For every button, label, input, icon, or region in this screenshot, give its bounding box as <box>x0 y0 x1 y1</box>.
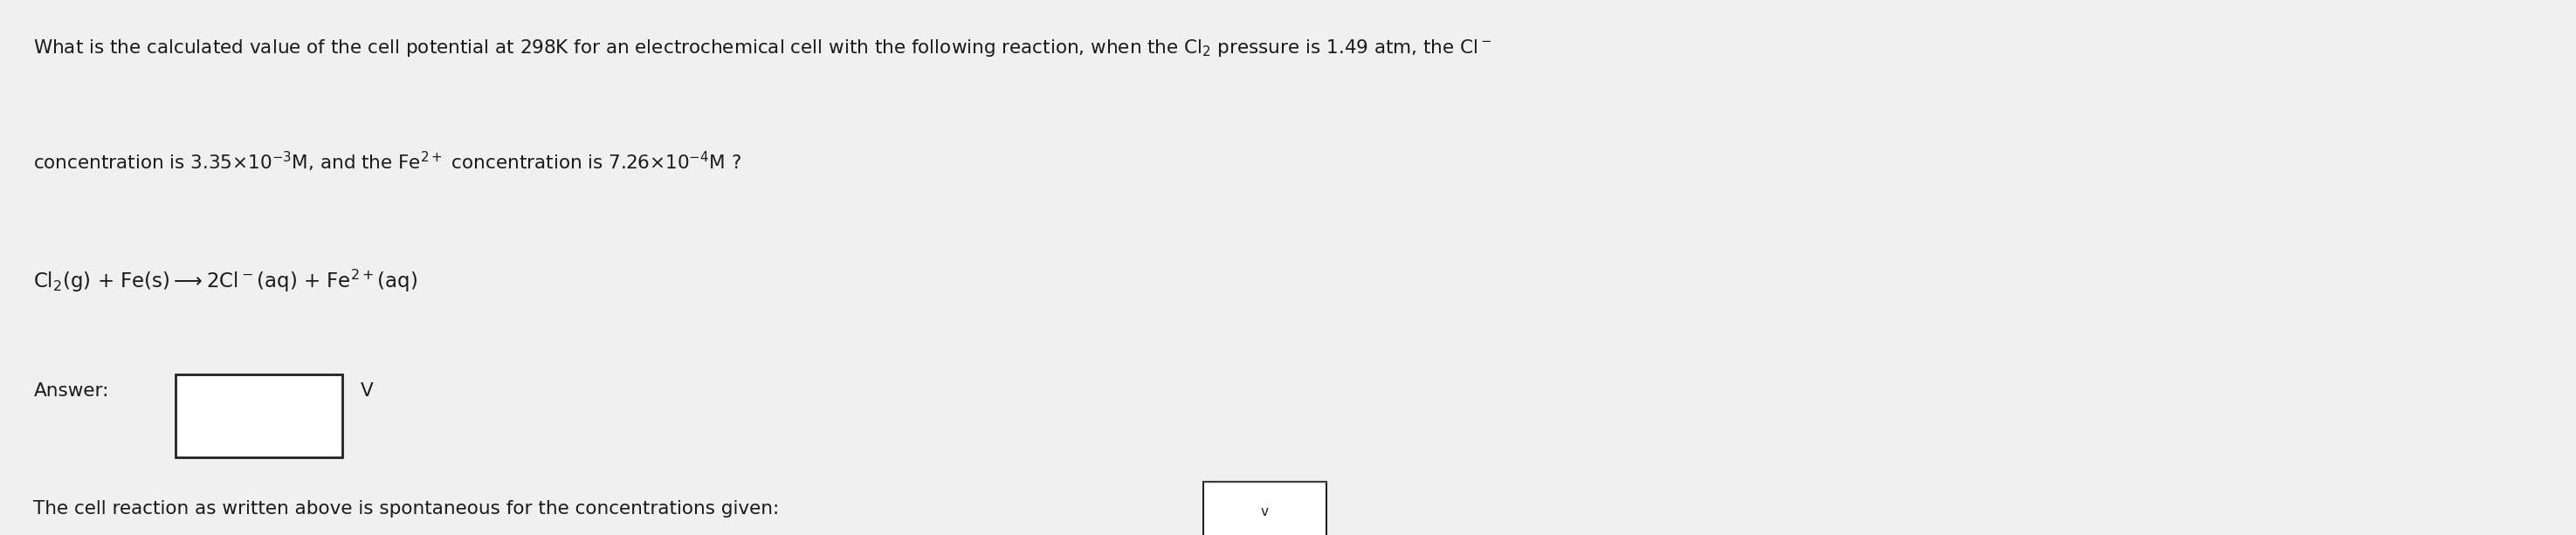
Text: The cell reaction as written above is spontaneous for the concentrations given:: The cell reaction as written above is sp… <box>33 500 781 518</box>
Text: What is the calculated value of the cell potential at 298K for an electrochemica: What is the calculated value of the cell… <box>33 37 1492 58</box>
Text: Answer:: Answer: <box>33 383 108 400</box>
Text: v: v <box>1260 506 1270 518</box>
Text: concentration is 3.35$\times$10$^{-3}$M, and the Fe$^{2+}$ concentration is 7.26: concentration is 3.35$\times$10$^{-3}$M,… <box>33 150 742 173</box>
FancyBboxPatch shape <box>1203 482 1327 535</box>
Text: Cl$_2$(g) + Fe(s)$\longrightarrow$2Cl$^-$(aq) + Fe$^{2+}$(aq): Cl$_2$(g) + Fe(s)$\longrightarrow$2Cl$^-… <box>33 268 417 294</box>
Text: V: V <box>361 383 374 400</box>
FancyBboxPatch shape <box>175 374 343 457</box>
